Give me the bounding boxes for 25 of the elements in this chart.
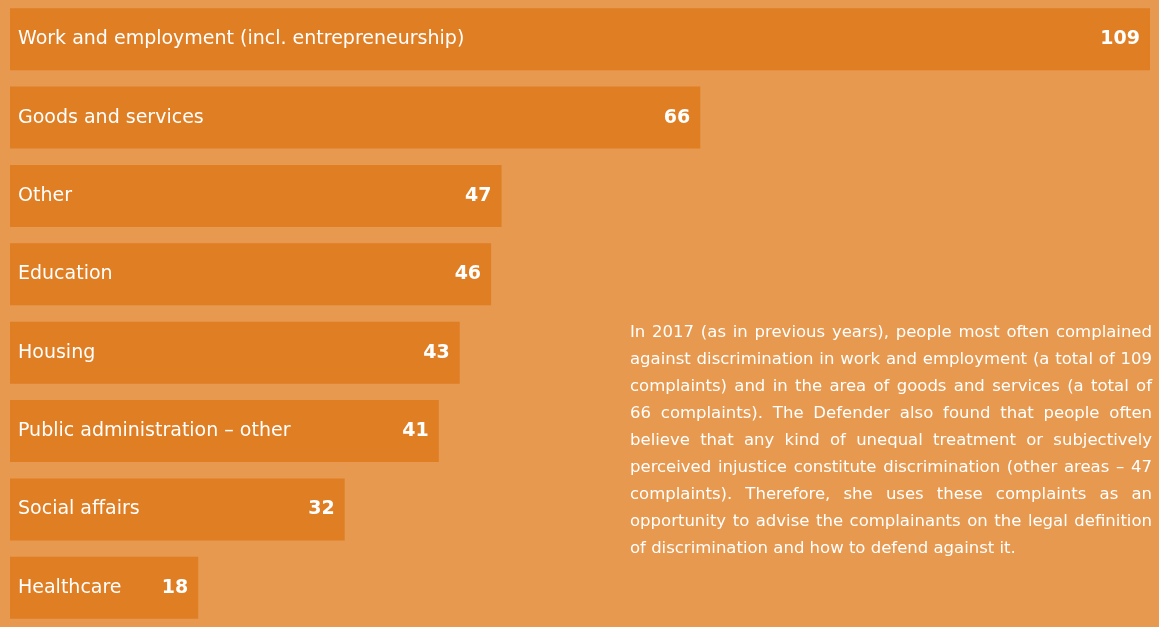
data-label: 41: [402, 418, 429, 440]
y-tick-label: Public administration – other: [18, 418, 291, 440]
bar: [10, 556, 199, 619]
bar: [10, 478, 345, 541]
bar: [10, 8, 1150, 71]
y-tick-label: Housing: [18, 339, 96, 362]
bar: [10, 321, 460, 384]
bar: [10, 400, 439, 463]
y-tick-label: Social affairs: [18, 496, 140, 519]
data-label: 32: [308, 496, 335, 519]
bar: [10, 86, 701, 149]
data-label: 47: [465, 182, 492, 205]
y-tick-label: Goods and services: [18, 104, 204, 127]
data-label: 18: [161, 574, 189, 597]
text: In 2017 (as in previous years), people most often complained against discrimination in work and employment (a total of 109 complaints) and in the area of goods and services (a total of 66 complaints). The Defender also found that people often believe that any kind of unequal treatment or subjectively perceived injustice constitute discrimination (other areas – 47 complaints). Therefore, she uses these complaints as an opportunity to advise the complainants on the legal definition of discrimination and how to defend against it.: [630, 322, 1152, 557]
y-tick-label: Work and employment (incl. entrepreneurship): [18, 26, 465, 49]
bar: [10, 164, 502, 227]
data-label: 46: [454, 261, 482, 284]
y-tick-label: Healthcare: [18, 574, 122, 597]
data-label: 43: [423, 339, 450, 362]
y-tick-label: Other: [18, 182, 73, 205]
y-tick-label: Education: [18, 261, 113, 284]
bar: [10, 243, 492, 306]
data-label: 109: [1100, 26, 1140, 49]
data-label: 66: [663, 104, 691, 127]
